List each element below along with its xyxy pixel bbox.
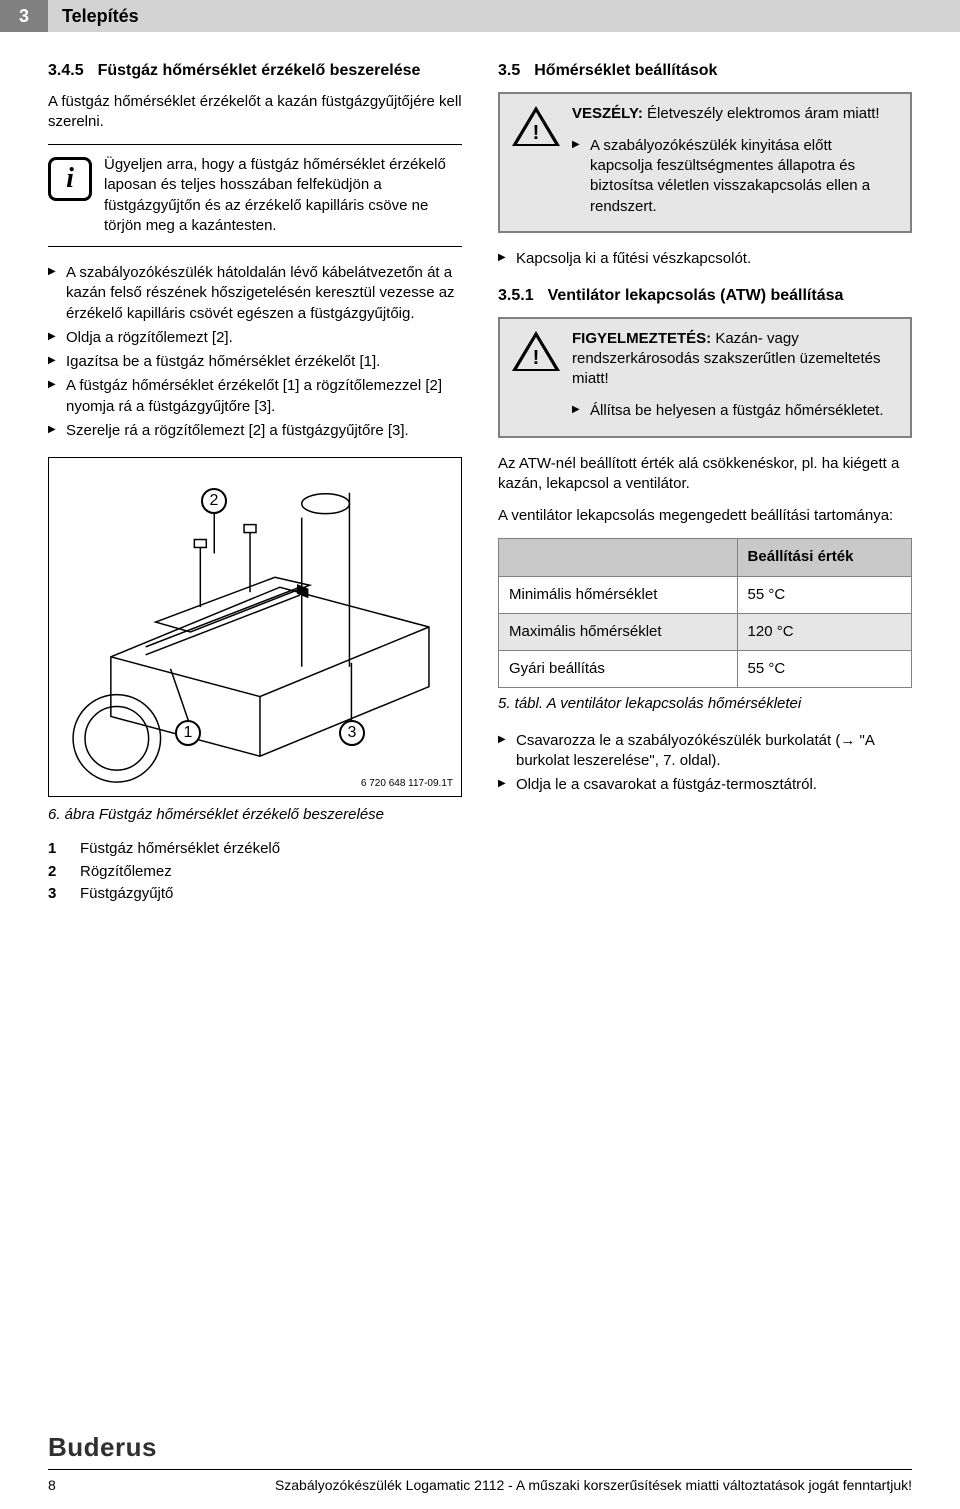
figure-6-caption: 6. ábra Füstgáz hőmérséklet érzékelő bes… (48, 805, 462, 825)
table-5-caption: 5. tábl. A ventilátor lekapcsolás hőmérs… (498, 694, 912, 714)
info-icon: i (48, 157, 92, 201)
figure-callout-2: 2 (201, 488, 227, 514)
table-cell-label: Maximális hőmérséklet (499, 613, 738, 650)
list-item: Igazítsa be a füstgáz hőmérséklet érzéke… (48, 352, 462, 372)
intro-paragraph: A füstgáz hőmérséklet érzékelőt a kazán … (48, 92, 462, 133)
brand-logo: Buderus (48, 1430, 157, 1465)
legend-row: 1 Füstgáz hőmérséklet érzékelő (48, 839, 462, 859)
right-column: 3.5 Hőmérséklet beállítások ! VESZÉLY: Él… (498, 60, 912, 906)
info-callout-box: i Ügyeljen arra, hogy a füstgáz hőmérsék… (48, 144, 462, 247)
table-cell-label: Minimális hőmérséklet (499, 576, 738, 613)
list-item: A szabályozókészülék hátoldalán lévő káb… (48, 263, 462, 324)
atw-paragraph: Az ATW-nél beállított érték alá csökkené… (498, 454, 912, 495)
danger-head-text: Életveszély elektromos áram miatt! (643, 105, 880, 122)
heading-number: 3.5.1 (498, 287, 534, 304)
settings-table: Beállítási érték Minimális hőmérséklet 5… (498, 538, 912, 688)
list-item: Kapcsolja ki a fűtési vészkapcsolót. (498, 249, 912, 269)
header-section-number: 3 (0, 0, 48, 32)
figure-6-svg (49, 458, 461, 796)
header-bar: 3 Telepítés (0, 0, 960, 32)
legend-row: 3 Füstgázgyűjtő (48, 884, 462, 904)
table-cell-value: 55 °C (737, 576, 911, 613)
figure-callout-1: 1 (175, 720, 201, 746)
table-row: Gyári beállítás 55 °C (499, 651, 912, 688)
right-action-list-2: Csavarozza le a szabályozókészülék burko… (498, 731, 912, 796)
heading-text: Füstgáz hőmérséklet érzékelő beszerelése (98, 62, 421, 79)
figure-6-legend: 1 Füstgáz hőmérséklet érzékelő 2 Rögzítő… (48, 839, 462, 904)
legend-num: 3 (48, 884, 62, 904)
legend-num: 1 (48, 839, 62, 859)
warning-label: FIGYELMEZTETÉS: (572, 330, 711, 347)
page-number: 8 (48, 1476, 56, 1495)
table-header-empty (499, 539, 738, 576)
table-row: Maximális hőmérséklet 120 °C (499, 613, 912, 650)
danger-label: VESZÉLY: (572, 105, 643, 122)
figure-code-print: 6 720 648 117-09.1T (361, 777, 453, 791)
legend-text: Rögzítőlemez (80, 862, 172, 882)
table-cell-value: 120 °C (737, 613, 911, 650)
list-item: A füstgáz hőmérséklet érzékelőt [1] a rö… (48, 376, 462, 417)
list-item: Állítsa be helyesen a füstgáz hőmérsékle… (572, 401, 898, 421)
right-action-list-1: Kapcsolja ki a fűtési vészkapcsolót. (498, 249, 912, 269)
legend-text: Füstgázgyűjtő (80, 884, 173, 904)
heading-number: 3.4.5 (48, 62, 84, 79)
section-3-5-1-heading: 3.5.1 Ventilátor lekapcsolás (ATW) beállí… (498, 285, 912, 307)
page-footer: 8 Szabályozókészülék Logamatic 2112 - A … (48, 1469, 912, 1495)
table-cell-label: Gyári beállítás (499, 651, 738, 688)
left-action-list: A szabályozókészülék hátoldalán lévő káb… (48, 263, 462, 441)
list-item: Szerelje rá a rögzítőlemezt [2] a füstgá… (48, 421, 462, 441)
section-3-4-5-heading: 3.4.5 Füstgáz hőmérséklet érzékelő beszer… (48, 60, 462, 82)
list-item: Csavarozza le a szabályozókészülék burko… (498, 731, 912, 772)
list-item: Oldja le a csavarokat a füstgáz-termoszt… (498, 775, 912, 795)
danger-content: VESZÉLY: Életveszély elektromos áram mia… (572, 104, 898, 221)
info-text: Ügyeljen arra, hogy a füstgáz hőmérsékle… (104, 155, 462, 236)
section-3-5-heading: 3.5 Hőmérséklet beállítások (498, 60, 912, 82)
list-item: Oldja a rögzítőlemezt [2]. (48, 328, 462, 348)
table-header-value: Beállítási érték (737, 539, 911, 576)
warning-box: ! FIGYELMEZTETÉS: Kazán- vagy rendszerká… (498, 317, 912, 438)
list-item: A szabályozókészülék kinyitása előtt kap… (572, 136, 898, 217)
table-cell-value: 55 °C (737, 651, 911, 688)
legend-text: Füstgáz hőmérséklet érzékelő (80, 839, 280, 859)
figure-6-box: 2 1 3 6 720 648 117-09.1T (48, 457, 462, 797)
table-row: Minimális hőmérséklet 55 °C (499, 576, 912, 613)
legend-row: 2 Rögzítőlemez (48, 862, 462, 882)
left-column: 3.4.5 Füstgáz hőmérséklet érzékelő beszer… (48, 60, 462, 906)
heading-number: 3.5 (498, 62, 520, 79)
heading-text: Hőmérséklet beállítások (534, 62, 717, 79)
figure-callout-3: 3 (339, 720, 365, 746)
header-section-title: Telepítés (48, 0, 960, 32)
footer-line: Szabályozókészülék Logamatic 2112 - A mű… (275, 1476, 912, 1495)
range-paragraph: A ventilátor lekapcsolás megengedett beá… (498, 506, 912, 526)
warning-content: FIGYELMEZTETÉS: Kazán- vagy rendszerkáro… (572, 329, 898, 426)
heading-text: Ventilátor lekapcsolás (ATW) beállítása (548, 287, 844, 304)
danger-icon: ! (512, 106, 560, 148)
legend-num: 2 (48, 862, 62, 882)
warning-icon: ! (512, 331, 560, 373)
danger-box: ! VESZÉLY: Életveszély elektromos áram m… (498, 92, 912, 233)
